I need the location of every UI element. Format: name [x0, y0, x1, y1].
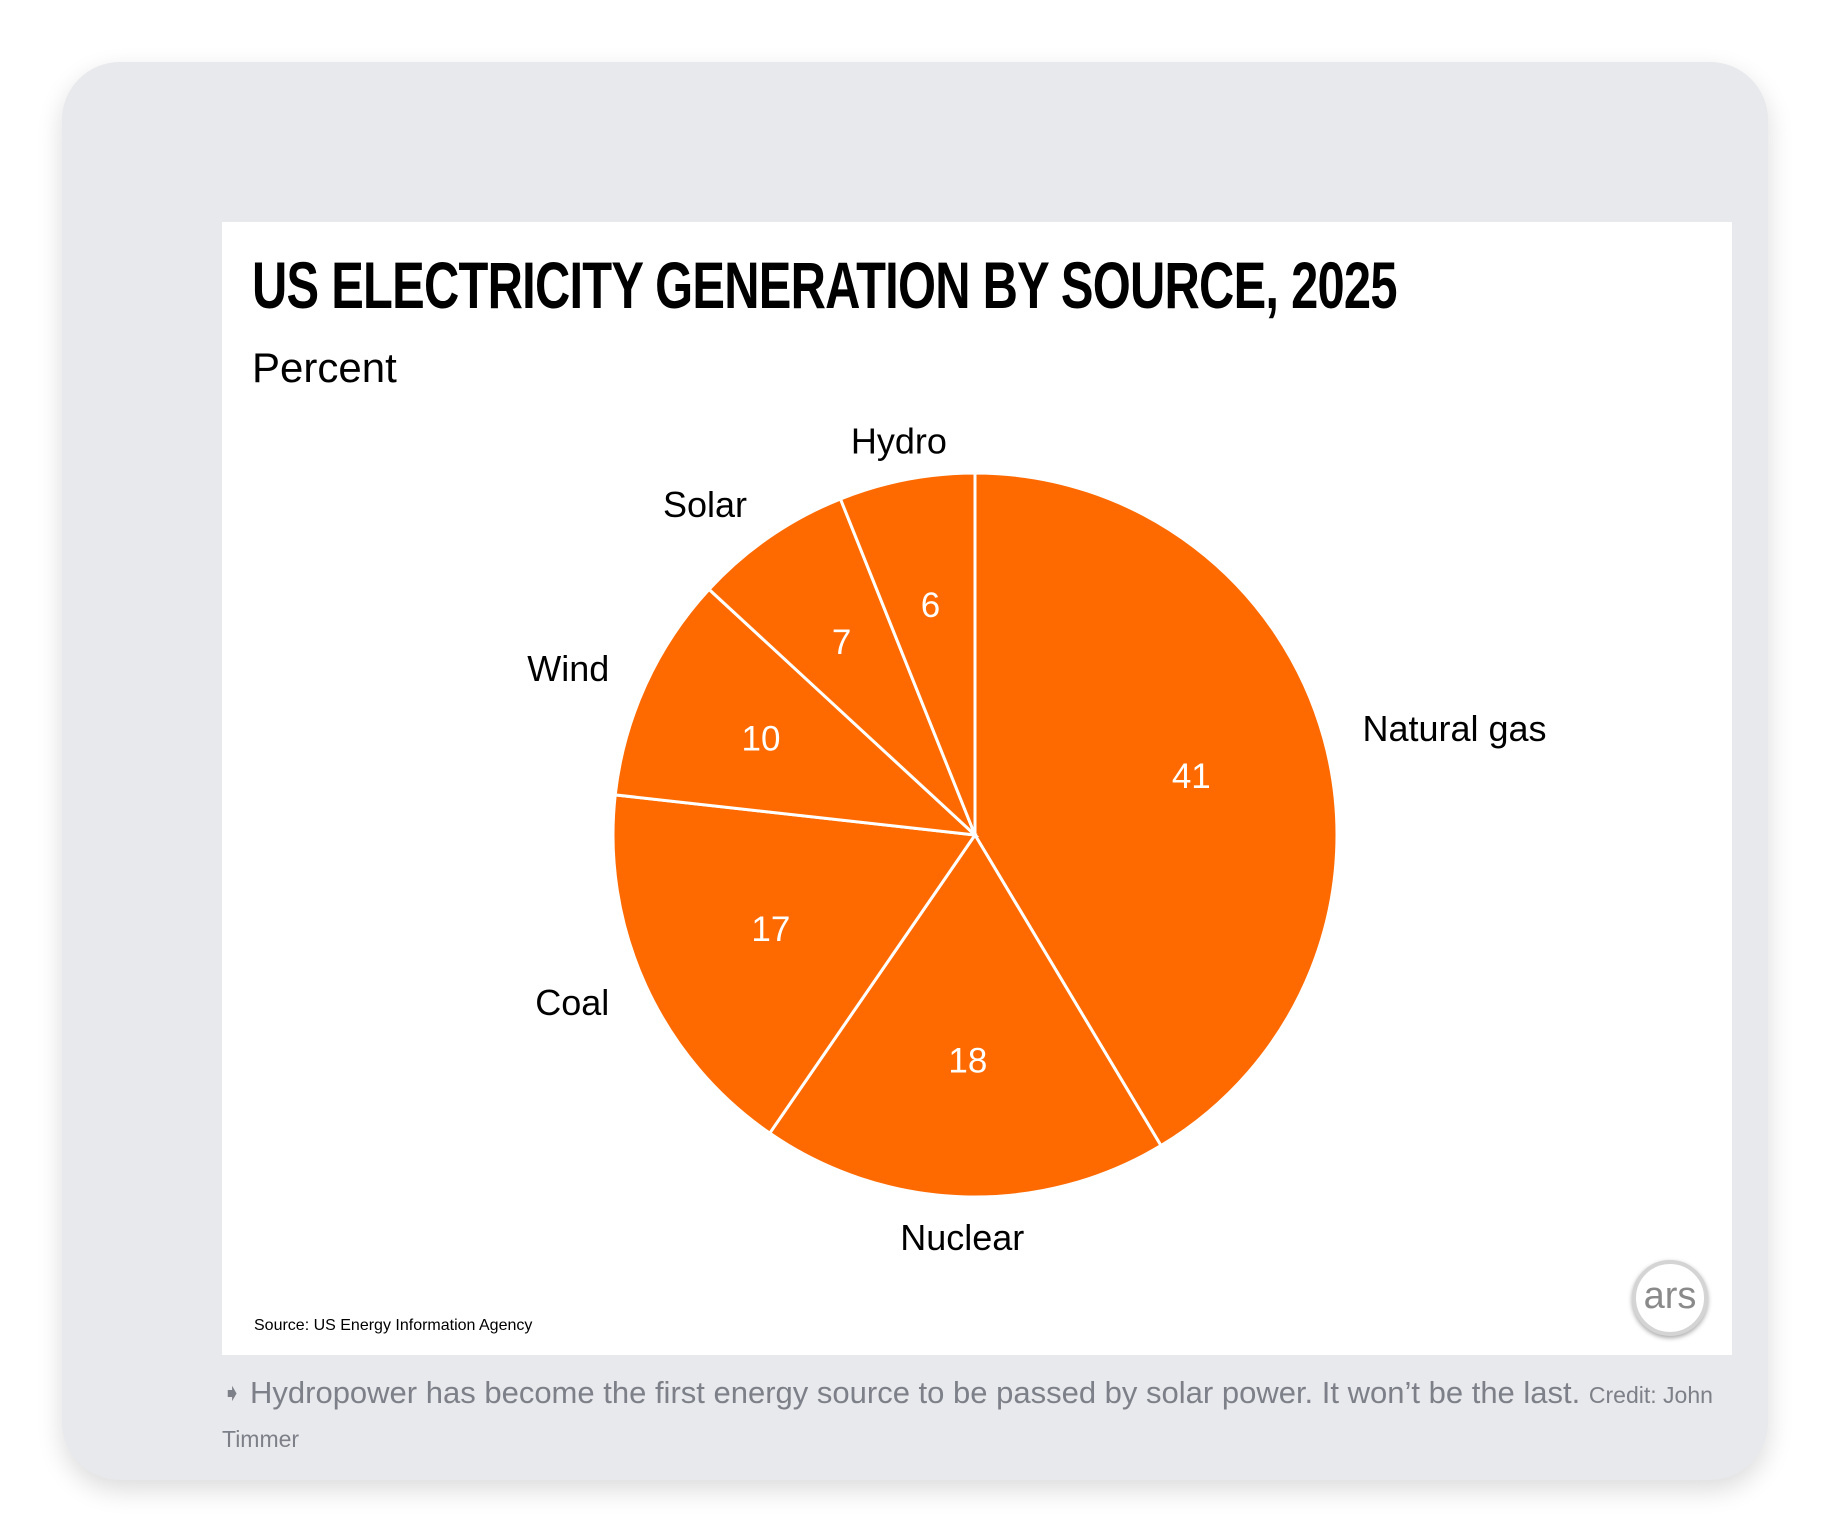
chart-source: Source: US Energy Information Agency	[254, 1317, 533, 1334]
chart-subtitle: Percent	[252, 344, 397, 391]
pie-label-nuclear: Nuclear	[900, 1217, 1024, 1258]
pie-label-coal: Coal	[535, 982, 609, 1023]
pie-value-natural-gas: 41	[1172, 757, 1211, 796]
pie-value-solar: 7	[832, 623, 851, 662]
chart-figure: US ELECTRICITY GENERATION BY SOURCE, 202…	[222, 222, 1732, 1355]
ars-logo: ars	[1632, 1260, 1708, 1336]
pie-value-hydro: 6	[921, 586, 940, 625]
pie-slice-coal	[611, 793, 978, 1136]
figure-card: US ELECTRICITY GENERATION BY SOURCE, 202…	[62, 62, 1768, 1480]
figure-caption: ➧ Hydropower has become the first energy …	[222, 1372, 1742, 1460]
pie-slice-solar	[706, 496, 977, 837]
chart-title: US ELECTRICITY GENERATION BY SOURCE, 202…	[252, 248, 1398, 322]
pie-slice-hydro	[838, 471, 977, 836]
pie-slice-nuclear	[767, 832, 1164, 1199]
pie-value-wind: 10	[741, 719, 780, 758]
pie-label-natural-gas: Natural gas	[1362, 708, 1546, 749]
pie-label-solar: Solar	[663, 484, 747, 525]
caption-credit: Credit: John Timmer	[222, 1382, 1713, 1452]
arrow-icon: ➧	[222, 1380, 243, 1407]
caption-text: Hydropower has become the first energy s…	[250, 1375, 1581, 1410]
pie-chart: 41 Natural gas 18 Nuclear 17 Coal 10 Wind 7 Solar…	[527, 420, 1546, 1258]
pie-label-hydro: Hydro	[851, 420, 947, 461]
pie-slice-natural-gas	[973, 471, 1339, 1148]
pie-value-coal: 17	[751, 910, 790, 949]
pie-value-nuclear: 18	[948, 1041, 987, 1080]
pie-slice-wind	[613, 587, 980, 837]
pie-label-wind: Wind	[527, 648, 609, 689]
